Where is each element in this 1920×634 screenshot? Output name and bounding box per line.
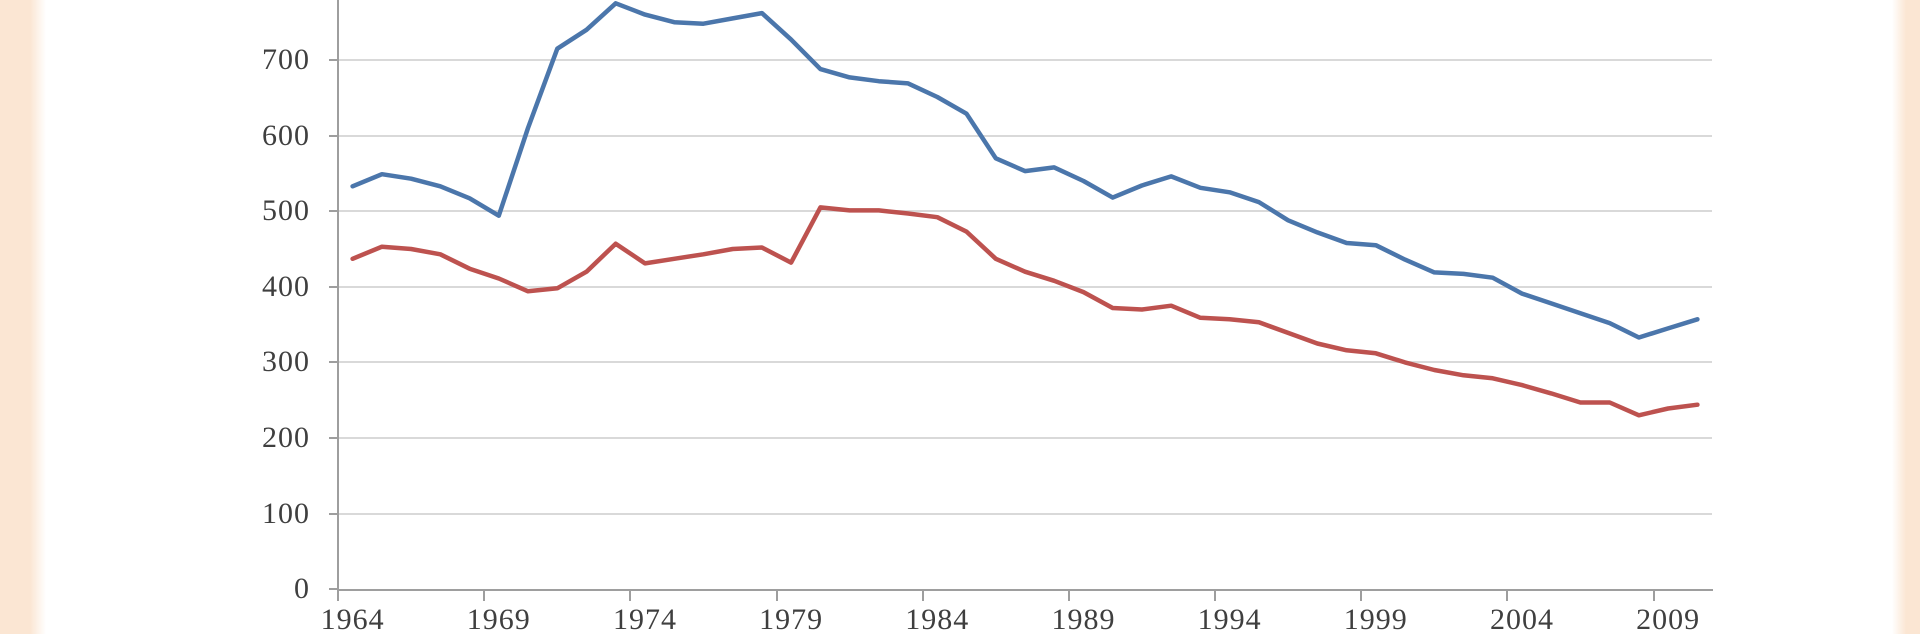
- x-axis-label-1979: 1979: [759, 603, 824, 634]
- gridline-y-500: [338, 210, 1712, 213]
- y-tick-300: [329, 361, 338, 364]
- gridline-y-400: [338, 285, 1712, 288]
- gridline-y-600: [338, 134, 1712, 137]
- y-tick-600: [329, 134, 338, 137]
- y-tick-100: [329, 512, 338, 515]
- x-tick-2004: [1506, 591, 1509, 601]
- x-tick-1969: [483, 591, 486, 601]
- y-tick-200: [329, 437, 338, 439]
- x-tick-1979: [775, 591, 778, 601]
- series-line-red: [350, 205, 1700, 418]
- x-axis-label-2004: 2004: [1489, 603, 1554, 634]
- x-axis-label-1994: 1994: [1197, 603, 1262, 634]
- y-axis-line: [337, 0, 339, 591]
- gridline-y-200: [338, 437, 1712, 439]
- x-axis-label-1969: 1969: [466, 603, 531, 634]
- x-tick-1989: [1067, 591, 1070, 601]
- y-axis-label-400: 400: [262, 269, 310, 303]
- gridline-y-100: [338, 512, 1712, 515]
- x-axis-label-1989: 1989: [1051, 603, 1116, 634]
- y-axis-label-300: 300: [262, 345, 310, 379]
- y-axis-label-200: 200: [262, 421, 310, 454]
- x-tick-1984: [921, 591, 924, 601]
- x-axis-line: [337, 589, 1713, 591]
- x-tick-1999: [1360, 591, 1363, 601]
- x-axis-label-1984: 1984: [905, 603, 970, 634]
- x-tick-1964: [337, 591, 339, 601]
- series-line-blue: [350, 1, 1700, 340]
- x-axis-label-1974: 1974: [612, 603, 677, 634]
- x-axis-label-1964: 1964: [320, 603, 385, 634]
- x-tick-2009: [1652, 591, 1655, 601]
- y-axis-label-700: 700: [262, 43, 310, 76]
- y-axis-label-100: 100: [262, 496, 310, 530]
- gridline-y-700: [338, 59, 1712, 61]
- y-tick-0: [329, 588, 338, 591]
- gridline-y-300: [338, 361, 1712, 364]
- y-axis-label-500: 500: [262, 194, 310, 228]
- x-axis-label-2009: 2009: [1636, 603, 1701, 634]
- y-axis-label-600: 600: [262, 118, 310, 152]
- x-tick-1974: [629, 591, 632, 601]
- y-tick-700: [329, 59, 338, 61]
- y-tick-400: [329, 285, 338, 288]
- x-tick-1994: [1214, 591, 1217, 601]
- y-axis-label-0: 0: [294, 572, 310, 606]
- y-tick-500: [329, 210, 338, 213]
- x-axis-label-1999: 1999: [1343, 603, 1408, 634]
